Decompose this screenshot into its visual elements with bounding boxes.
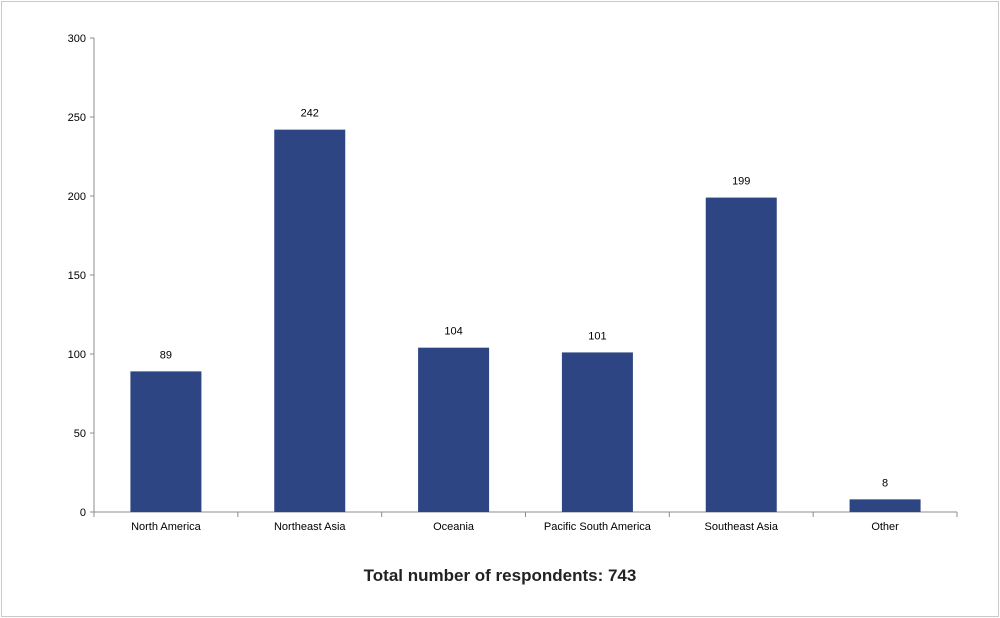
y-tick-label: 0	[80, 507, 86, 519]
bar	[561, 352, 633, 512]
category-label: Other	[871, 521, 899, 533]
bar	[849, 499, 921, 512]
category-label: Pacific South America	[544, 521, 652, 533]
data-label: 8	[882, 477, 888, 489]
data-label: 104	[444, 326, 462, 338]
data-label: 101	[588, 330, 606, 342]
y-tick-label: 300	[68, 33, 86, 45]
chart-caption: Total number of respondents: 743	[363, 566, 637, 585]
category-label: Southeast Asia	[705, 521, 779, 533]
bar	[274, 129, 346, 512]
bar	[705, 197, 777, 512]
y-tick-label: 50	[74, 428, 86, 440]
y-tick-label: 200	[68, 191, 86, 203]
category-label: Northeast Asia	[274, 521, 346, 533]
y-tick-label: 100	[68, 349, 86, 361]
category-label: Oceania	[433, 521, 475, 533]
bar	[418, 347, 490, 512]
y-tick-label: 150	[68, 270, 86, 282]
data-label: 242	[301, 108, 319, 120]
category-label: North America	[131, 521, 202, 533]
data-label: 199	[732, 176, 750, 188]
data-label: 89	[160, 349, 172, 361]
bar	[130, 371, 202, 512]
y-tick-label: 250	[68, 112, 86, 124]
